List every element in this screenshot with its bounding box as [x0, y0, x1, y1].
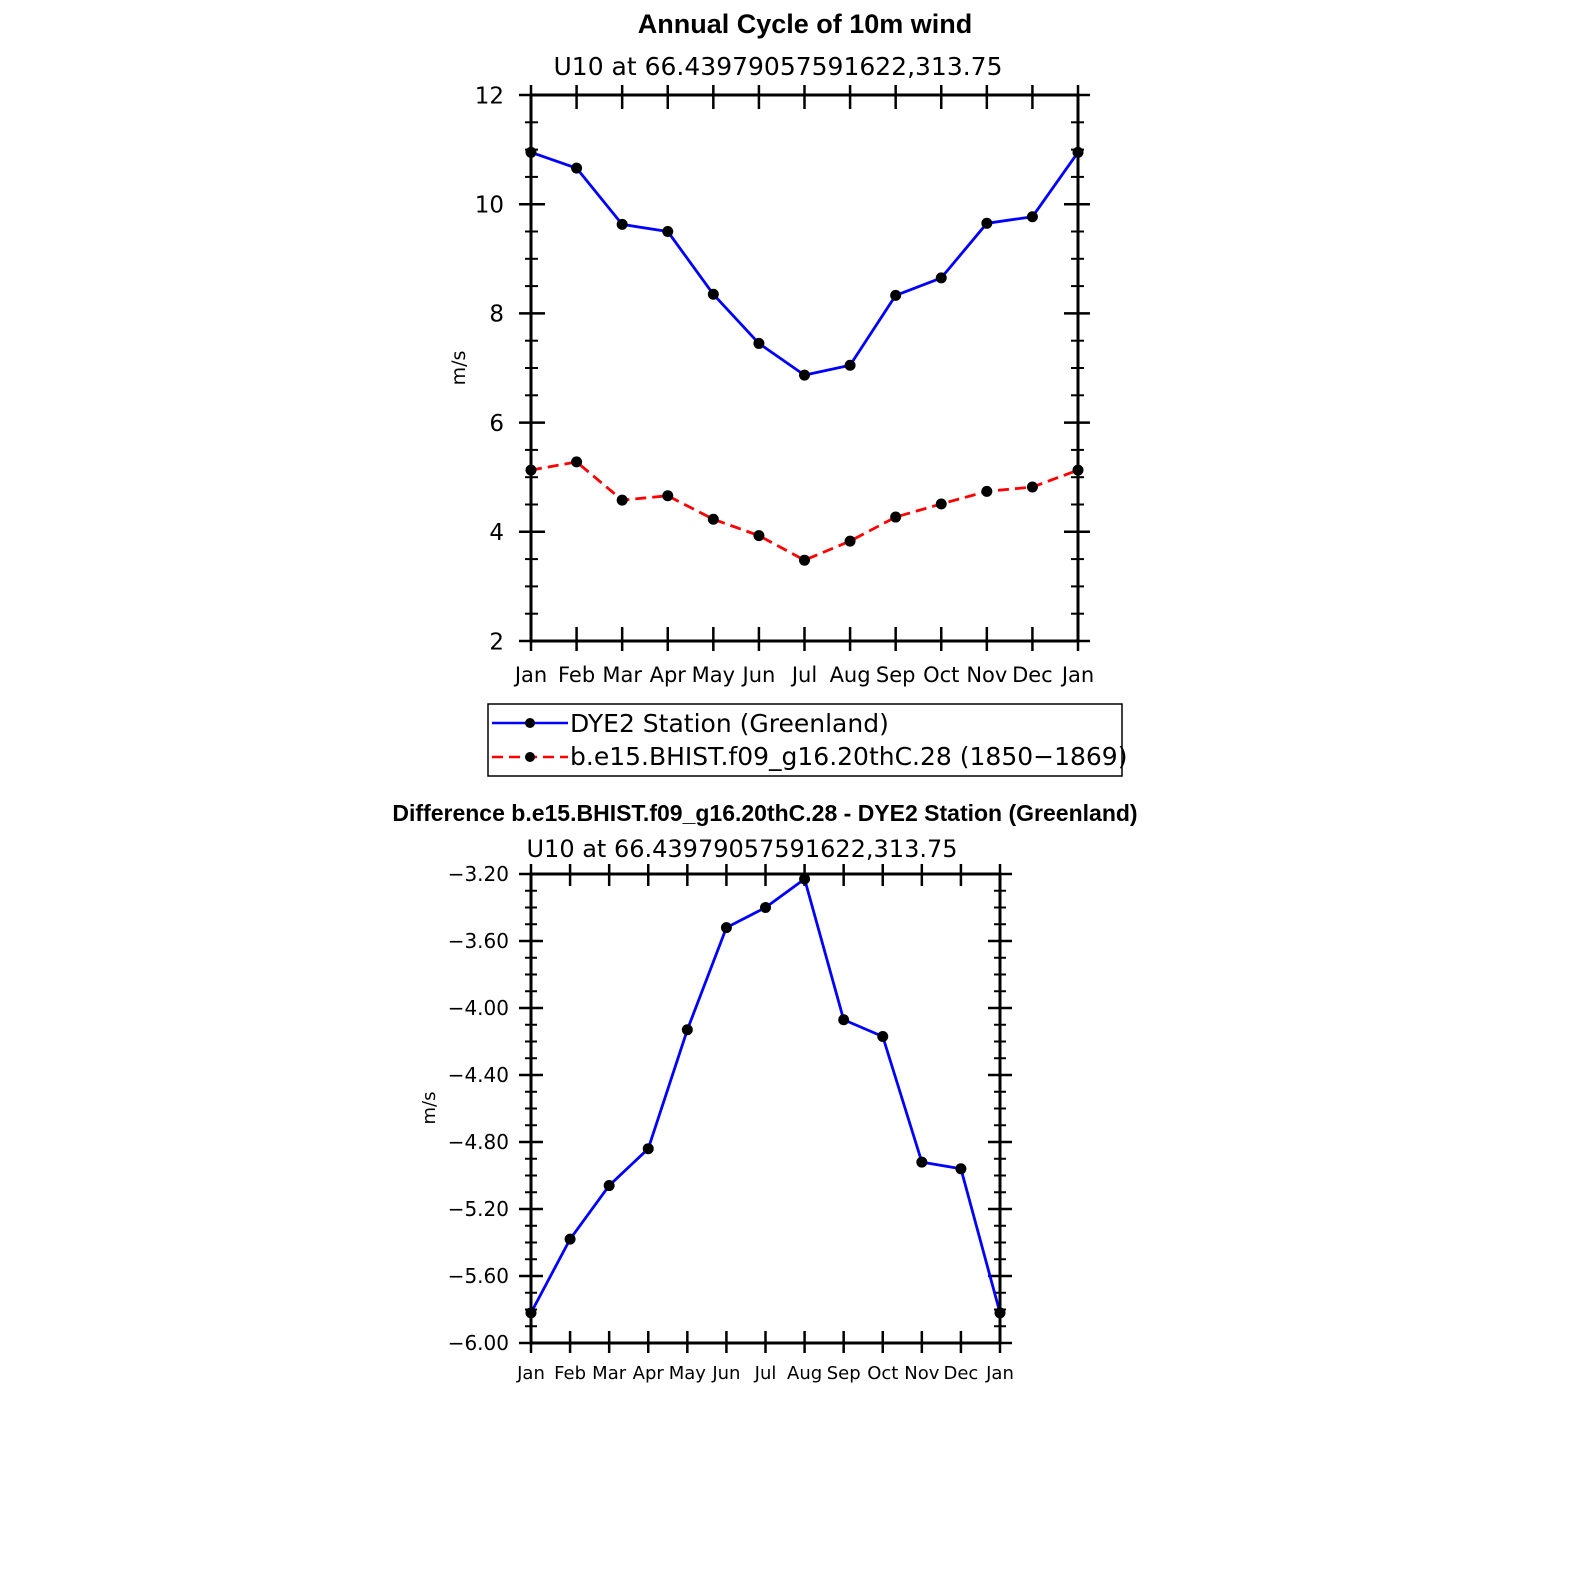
chart2-title: Difference b.e15.BHIST.f09_g16.20thC.28 … [392, 800, 1137, 826]
chart1-xtick-label: Aug [830, 663, 871, 687]
chart1-series-2-point [753, 530, 765, 542]
chart2-series-1-point [955, 1163, 967, 1175]
chart1-ytick-label: 6 [489, 411, 504, 437]
chart2-series-1-point [799, 873, 811, 885]
chart1-xtick-label: Jun [741, 663, 776, 687]
chart2-xtick-label: May [669, 1363, 707, 1384]
legend-label-model: b.e15.BHIST.f09_g16.20thC.28 (1850−1869) [570, 742, 1127, 771]
chart2-series-1-point [603, 1180, 615, 1192]
legend-marker-model [525, 752, 535, 762]
chart2-series-1-line [529, 877, 1002, 1314]
chart1-series-1-point [890, 289, 902, 301]
chart2-series [525, 873, 1006, 1319]
chart1-ytick-label: 4 [489, 520, 504, 546]
legend-label-dye2: DYE2 Station (Greenland) [570, 709, 889, 738]
chart1-series-2-point [707, 513, 719, 525]
chart2-xtick-label: Jun [711, 1363, 740, 1384]
chart2-ytick-label: −4.40 [448, 1063, 509, 1087]
chart1-series-1-point [616, 218, 628, 230]
chart1-series-2-point [662, 490, 674, 502]
chart2-series-1-point [838, 1014, 850, 1026]
chart1-ytick-label: 2 [489, 629, 504, 655]
chart2-series-1-point [642, 1143, 654, 1155]
chart2-xtick-label: Sep [827, 1363, 861, 1384]
chart1-plot-frame [529, 93, 1080, 643]
chart2-xtick-label: Jan [516, 1363, 545, 1384]
chart1-xtick-label: Jul [790, 663, 817, 687]
chart2-ticks: Jan Feb Mar Apr May Jun Jul Aug Sep Oct Nov Dec Jan−… [448, 862, 1014, 1384]
chart1-series-1-point [799, 369, 810, 381]
chart1-series-2-point [981, 485, 993, 497]
chart2-ytick-label: −6.00 [448, 1331, 509, 1355]
chart1-series-2-point [799, 554, 810, 566]
chart2-subtitle: U10 at 66.43979057591622,313.75 [526, 835, 957, 863]
annual-cycle-chart: Annual Cycle of 10m wind U10 at 66.43979… [448, 9, 1127, 777]
chart1-xtick-label: Feb [558, 663, 595, 687]
chart2-ytick-label: −4.80 [448, 1130, 509, 1154]
chart2-series-1-point [877, 1030, 889, 1042]
chart2-xtick-label: Jan [985, 1363, 1014, 1384]
chart1-series-2-point [890, 511, 902, 523]
chart1-xtick-label: Sep [876, 663, 916, 687]
chart1-series-2-point [571, 456, 583, 468]
chart2-ytick-label: −4.00 [448, 996, 509, 1020]
chart1-ytick-label: 12 [475, 83, 504, 109]
chart2-xtick-label: Feb [554, 1363, 586, 1384]
chart2-ytick-label: −3.20 [448, 862, 509, 886]
chart1-subtitle: U10 at 66.43979057591622,313.75 [554, 52, 1003, 81]
chart1-series-2-point [935, 498, 947, 510]
chart1-xtick-label: May [692, 663, 735, 687]
difference-chart: Difference b.e15.BHIST.f09_g16.20thC.28 … [392, 800, 1137, 1384]
chart2-ytick-label: −3.60 [448, 929, 509, 953]
chart2-plot-frame [529, 872, 1002, 1345]
chart1-series-2-point [616, 494, 628, 506]
chart2-series-1-point [760, 902, 771, 913]
chart1-xtick-label: Jan [513, 663, 547, 687]
chart1-legend: DYE2 Station (Greenland) b.e15.BHIST.f09… [487, 703, 1127, 777]
chart2-xtick-label: Jul [754, 1363, 777, 1384]
chart1-series-1-point [662, 226, 674, 237]
chart1-xtick-label: Mar [602, 663, 642, 687]
chart2-xtick-label: Apr [633, 1363, 665, 1384]
chart1-series-1-line [530, 151, 1080, 377]
chart1-title: Annual Cycle of 10m wind [638, 9, 973, 39]
chart1-ylabel: m/s [448, 351, 470, 386]
chart1-xtick-label: Nov [966, 663, 1007, 687]
chart1-series-1-point [571, 162, 583, 174]
chart1-xtick-label: Jan [1060, 663, 1094, 687]
chart1-series-1-point [1026, 211, 1038, 223]
legend-marker-dye2 [525, 718, 535, 728]
chart1-xtick-label: Dec [1012, 663, 1053, 687]
chart2-xtick-label: Oct [867, 1363, 898, 1384]
chart2-series-1-point [916, 1156, 928, 1168]
chart1-xtick-label: Apr [650, 663, 687, 687]
chart1-xtick-label: Oct [923, 663, 959, 687]
chart2-xtick-label: Nov [904, 1363, 939, 1384]
chart1-ytick-label: 10 [475, 192, 504, 218]
chart2-ytick-label: −5.60 [448, 1264, 509, 1288]
chart1-series [525, 146, 1084, 566]
chart2-xtick-label: Aug [787, 1363, 822, 1384]
chart1-ticks: Jan Feb Mar Apr May Jun Jul Aug Sep Oct Nov Dec Jan 2… [475, 83, 1094, 687]
chart1-series-1-point [935, 272, 947, 284]
chart1-series-2-point [1026, 481, 1038, 493]
chart1-series-1-point [707, 288, 719, 300]
chart2-xtick-label: Dec [943, 1363, 978, 1384]
chart1-series-1-point [981, 217, 993, 229]
chart2-series-1-point [681, 1024, 693, 1036]
chart1-ytick-label: 8 [489, 302, 504, 328]
chart1-series-2-point [844, 535, 856, 547]
chart1-series-1-point [753, 337, 765, 349]
chart2-ytick-label: −5.20 [448, 1197, 509, 1221]
chart1-series-1-point [844, 359, 856, 371]
chart2-series-1-point [564, 1233, 576, 1245]
chart2-series-1-point [720, 922, 732, 934]
chart1-series-2-line [530, 460, 1079, 562]
legend-box [487, 703, 1123, 777]
chart2-xtick-label: Mar [592, 1363, 627, 1384]
chart2-ylabel: m/s [419, 1092, 440, 1125]
